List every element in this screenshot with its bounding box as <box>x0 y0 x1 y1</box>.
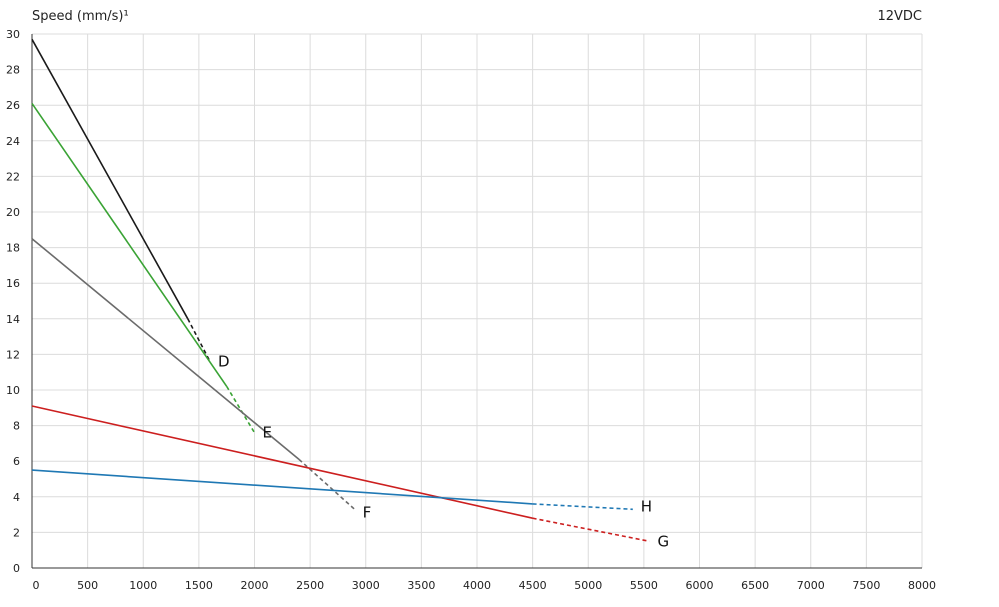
chart-grid <box>31 33 923 569</box>
series-extension-G <box>532 517 650 543</box>
x-tick-label: 6000 <box>686 579 714 592</box>
x-tick-label: 3500 <box>407 579 435 592</box>
series-label-E: E <box>263 424 272 442</box>
y-tick-label: 10 <box>6 384 20 397</box>
y-tick-label: 16 <box>6 277 20 290</box>
series-label-F: F <box>363 503 372 521</box>
x-tick-label: 3000 <box>352 579 380 592</box>
series-line-G <box>31 405 533 519</box>
series-label-D: D <box>218 353 230 371</box>
series-line-H <box>31 469 533 505</box>
series-label-H: H <box>641 497 652 515</box>
x-tick-label: 5500 <box>630 579 658 592</box>
x-tick-label: 6500 <box>741 579 769 592</box>
y-tick-label: 26 <box>6 99 20 112</box>
chart-axes <box>31 34 922 569</box>
series-extension-H <box>532 503 633 511</box>
x-tick-label: 7000 <box>797 579 825 592</box>
series-labels: D E F GH <box>218 353 669 551</box>
chart-ticks: 0 500 1000 1500 2000 2500 3000 3500 4000 4500 5000… <box>6 28 936 592</box>
series-extension-F <box>298 458 356 510</box>
chart-series <box>31 38 650 543</box>
y-tick-label: 0 <box>13 562 20 575</box>
x-tick-label: 1500 <box>185 579 213 592</box>
series-line-D <box>31 38 189 320</box>
y-tick-label: 12 <box>6 348 20 361</box>
x-tick-label: 5000 <box>574 579 602 592</box>
y-tick-label: 4 <box>13 491 20 504</box>
series-extension-E <box>226 385 256 434</box>
y-tick-label: 6 <box>13 455 20 468</box>
series-label-G: G <box>657 532 669 550</box>
x-tick-label: 500 <box>77 579 98 592</box>
voltage-label: 12VDC <box>877 9 922 24</box>
x-tick-label: 4000 <box>463 579 491 592</box>
x-tick-label: 7500 <box>852 579 880 592</box>
x-tick-label: 2500 <box>296 579 324 592</box>
series-extension-D <box>187 318 211 362</box>
y-tick-label: 18 <box>6 242 20 255</box>
y-tick-label: 24 <box>6 135 20 148</box>
series-line-F <box>31 238 300 461</box>
x-tick-label: 2000 <box>241 579 269 592</box>
x-tick-label: 1000 <box>129 579 157 592</box>
x-tick-label: 0 <box>33 579 40 592</box>
y-axis-label: Speed (mm/s)¹ <box>32 9 129 24</box>
y-tick-label: 8 <box>13 420 20 433</box>
y-tick-label: 28 <box>6 64 20 77</box>
y-tick-label: 30 <box>6 28 20 41</box>
y-tick-label: 14 <box>6 313 20 326</box>
x-tick-label: 8000 <box>908 579 936 592</box>
y-tick-label: 20 <box>6 206 20 219</box>
y-tick-label: 22 <box>6 170 20 183</box>
x-tick-label: 4500 <box>519 579 547 592</box>
y-tick-label: 2 <box>13 526 20 539</box>
series-line-E <box>31 102 228 387</box>
